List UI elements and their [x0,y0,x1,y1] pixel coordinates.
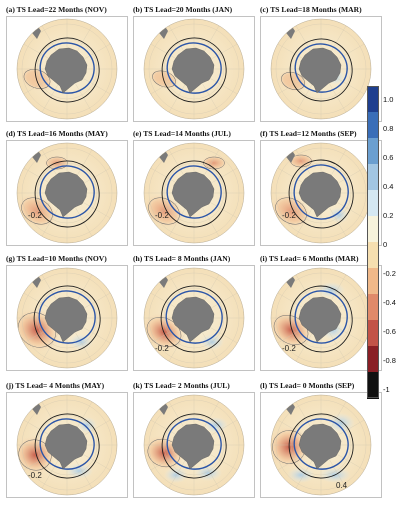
colorbar-tick-label: -0.6 [383,327,396,336]
map-panel-d: (d) TS Lead=16 Months (MAY) -0.2 [6,128,128,246]
map-panel-k: (k) TS Lead= 2 Months (JUL) [133,380,255,498]
panel-title: (h) TS Lead= 8 Months (JAN) [133,254,231,263]
panel-title: (b) TS Lead=20 Months (JAN) [133,5,233,14]
map-panel-j: (j) TS Lead= 4 Months (MAY) -0.2 [6,380,128,498]
colorbar-tick-label: -0.4 [383,298,396,307]
polar-map: -0.2 [133,140,255,246]
panel-title: (f) TS Lead=12 Months (SEP) [260,129,357,138]
map-panel-f: (f) TS Lead=12 Months (SEP) -0.2 [260,128,382,246]
polar-map [133,392,255,498]
contour-label: -0.2 [282,211,296,220]
polar-map: 0.4 [260,392,382,498]
panel-title: (a) TS Lead=22 Months (NOV) [6,5,107,14]
colorbar-band [367,320,379,347]
map-panel-e: (e) TS Lead=14 Months (JUL) -0.2 [133,128,255,246]
colorbar-band [367,216,379,243]
map-panel-b: (b) TS Lead=20 Months (JAN) [133,4,255,122]
colorbar-tick-label: 0.4 [383,182,394,191]
contour-label: -0.2 [155,344,169,353]
polar-map: -0.2 [6,140,128,246]
colorbar-tick-label: -1 [383,385,390,394]
polar-map [6,265,128,371]
colorbar [367,86,379,399]
polar-map [133,16,255,122]
map-panel-a: (a) TS Lead=22 Months (NOV) [6,4,128,122]
colorbar-tick-label: -0.8 [383,356,396,365]
colorbar-tick-label: 0.6 [383,153,394,162]
polar-map: -0.2 [133,265,255,371]
panel-title: (l) TS Lead= 0 Months (SEP) [260,381,355,390]
colorbar-tick-label: 1.0 [383,95,394,104]
colorbar-band [367,242,379,269]
map-panel-g: (g) TS Lead=10 Months (NOV) [6,253,128,371]
panel-title: (k) TS Lead= 2 Months (JUL) [133,381,230,390]
contour-label: -0.2 [282,344,296,353]
map-panel-l: (l) TS Lead= 0 Months (SEP) 0.4 [260,380,382,498]
colorbar-band [367,294,379,321]
contour-label: -0.2 [28,471,42,480]
colorbar-band [367,346,379,373]
contour-label: 0.4 [336,481,348,490]
colorbar-tick-label: 0.8 [383,124,394,133]
colorbar-tick-label: -0.2 [383,269,396,278]
panel-title: (c) TS Lead=18 Months (MAR) [260,5,362,14]
panel-title: (i) TS Lead= 6 Months (MAR) [260,254,359,263]
panel-title: (d) TS Lead=16 Months (MAY) [6,129,108,138]
colorbar-band [367,190,379,217]
colorbar-band [367,372,379,399]
map-panel-i: (i) TS Lead= 6 Months (MAR) -0.2 [260,253,382,371]
panel-title: (g) TS Lead=10 Months (NOV) [6,254,107,263]
contour-label: -0.2 [155,211,169,220]
map-panel-h: (h) TS Lead= 8 Months (JAN) -0.2 [133,253,255,371]
colorbar-band [367,86,379,113]
colorbar-band [367,268,379,295]
polar-map: -0.2 [6,392,128,498]
contour-label: -0.2 [28,211,42,220]
colorbar-band [367,164,379,191]
panel-title: (j) TS Lead= 4 Months (MAY) [6,381,105,390]
colorbar-tick-label: 0.2 [383,211,394,220]
colorbar-band [367,138,379,165]
colorbar-band [367,112,379,139]
panel-title: (e) TS Lead=14 Months (JUL) [133,129,231,138]
polar-map [6,16,128,122]
colorbar-tick-label: 0 [383,240,388,249]
map-panel-c: (c) TS Lead=18 Months (MAR) [260,4,382,122]
polar-map: -0.2 [260,265,382,371]
polar-map: -0.2 [260,140,382,246]
polar-map [260,16,382,122]
